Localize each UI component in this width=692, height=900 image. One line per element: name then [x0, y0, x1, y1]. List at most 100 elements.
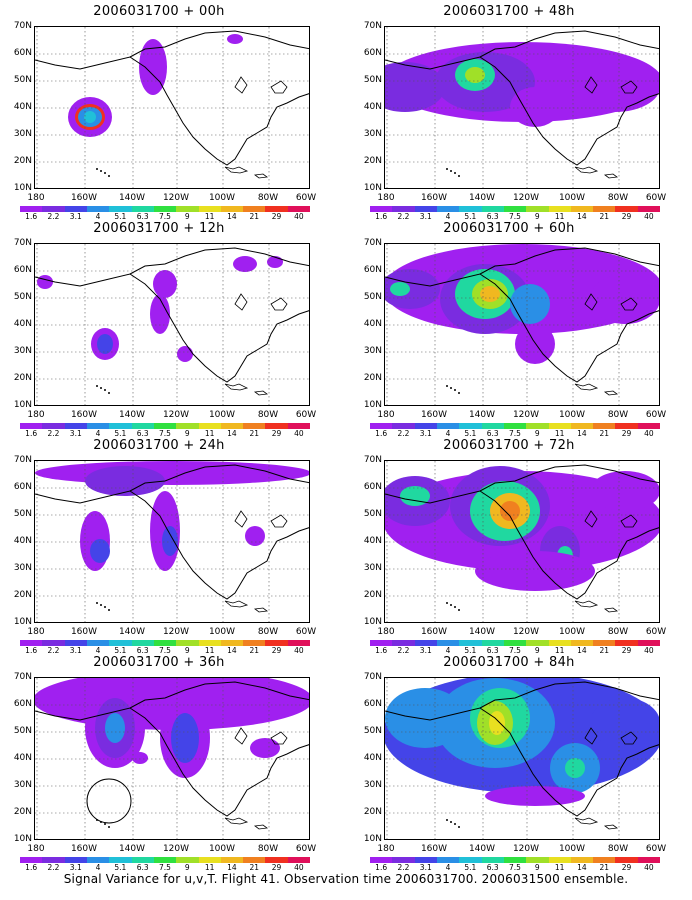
colorbar-swatch	[220, 423, 244, 429]
longitude-label: 180	[377, 627, 395, 637]
colorbar-label: 2.2	[47, 863, 60, 872]
latitude-label: 20N	[363, 373, 382, 383]
colorbar-label: 11	[204, 863, 215, 872]
latitude-label: 20N	[13, 590, 32, 600]
colorbar-swatch	[570, 206, 594, 212]
colorbar-label: 9	[534, 212, 540, 221]
colorbar-swatch	[414, 857, 437, 863]
colorbar-label: 5.1	[464, 863, 477, 872]
colorbar-label: 6.3	[486, 646, 499, 655]
latitude-label: 20N	[13, 373, 32, 383]
coastline	[129, 30, 309, 58]
latitude-label: 10N	[363, 834, 382, 844]
colorbar-label: 29	[621, 429, 632, 438]
latitude-label: 50N	[363, 726, 382, 736]
map-panel: 2006031700 + 12h 70N 60N 50N 40N 30N 20N 10N 180…	[0, 221, 318, 438]
latitude-label: 10N	[13, 400, 32, 410]
latitude-label: 30N	[13, 346, 32, 356]
latitude-label: 70N	[13, 672, 32, 682]
variance-contour	[267, 256, 283, 268]
longitude-label: 120W	[512, 844, 540, 854]
colorbar-swatch	[548, 857, 571, 863]
colorbar-swatch	[370, 857, 393, 863]
colorbar-label: 21	[599, 212, 609, 221]
colorbar-swatch	[287, 857, 311, 863]
colorbar-label: 3.1	[419, 863, 432, 872]
colorbar-label: 5.1	[464, 212, 477, 221]
longitude-label: 160W	[70, 627, 98, 637]
longitude-label: 180	[27, 627, 45, 637]
map-frame	[384, 460, 660, 623]
coastline-island	[224, 817, 249, 825]
colorbar-swatch	[109, 423, 132, 429]
variance-map	[385, 678, 659, 839]
coastline	[385, 56, 659, 166]
longitude-label: 160W	[420, 627, 448, 637]
latitude-label: 30N	[13, 780, 32, 790]
colorbar-swatch	[42, 857, 65, 863]
latitude-label: 50N	[13, 509, 32, 519]
colorbar-swatch	[131, 640, 154, 646]
coastline-island	[253, 390, 269, 396]
hawaii-island	[454, 606, 456, 608]
colorbar-swatch	[593, 206, 616, 212]
colorbar-label: 21	[249, 429, 259, 438]
colorbar-swatch	[64, 857, 87, 863]
variance-contour	[227, 34, 243, 44]
coastline-island	[603, 173, 619, 179]
colorbar-label: 21	[599, 646, 609, 655]
variance-contour	[590, 698, 659, 748]
longitude-label: 140W	[118, 193, 146, 203]
latitude-label: 40N	[13, 536, 32, 546]
colorbar-label: 40	[644, 863, 654, 872]
coastline-island	[620, 80, 638, 94]
colorbar-swatch	[109, 857, 132, 863]
colorbar-label: 1.6	[375, 646, 388, 655]
colorbar-label: 6.3	[136, 212, 149, 221]
panel-title: 2006031700 + 36h	[93, 655, 225, 670]
colorbar-label: 6.3	[136, 646, 149, 655]
colorbar-label: 14	[227, 646, 237, 655]
colorbar-label: 3.1	[419, 646, 432, 655]
variance-contour	[570, 62, 659, 112]
colorbar-label: 21	[249, 863, 259, 872]
colorbar-swatch	[265, 857, 288, 863]
latitude-label: 10N	[363, 617, 382, 627]
hawaii-island	[100, 387, 102, 389]
colorbar-label: 40	[294, 212, 304, 221]
hawaii-island	[458, 175, 460, 177]
colorbar	[20, 857, 311, 863]
variance-contour	[510, 284, 550, 324]
longitude-label: 100W	[208, 844, 236, 854]
colorbar-label: 7.5	[509, 429, 521, 438]
colorbar	[20, 423, 311, 429]
hawaii-island	[446, 168, 448, 170]
hawaii-island	[108, 609, 110, 611]
longitude-label: 120W	[162, 410, 190, 420]
colorbar-swatch	[526, 206, 549, 212]
longitude-label: 80W	[607, 410, 629, 420]
colorbar-swatch	[86, 423, 110, 429]
coastline-island	[253, 173, 269, 179]
latitude-label: 40N	[13, 753, 32, 763]
colorbar-swatch	[243, 423, 266, 429]
longitude-label: 80W	[257, 844, 279, 854]
latitude-label: 50N	[363, 292, 382, 302]
colorbar-label: 4	[95, 863, 101, 872]
variance-contour	[171, 713, 199, 763]
hawaii-island	[454, 389, 456, 391]
map-panel: 2006031700 + 72h 70N 60N 50N 40N 30N 20N 10N 180…	[350, 438, 668, 655]
colorbar-label: 21	[599, 863, 609, 872]
colorbar-label: 7.5	[509, 646, 521, 655]
colorbar-label: 5.1	[114, 429, 127, 438]
colorbar-swatch	[637, 640, 661, 646]
latitude-label: 20N	[363, 590, 382, 600]
colorbar-swatch	[153, 857, 177, 863]
colorbar-label: 5.1	[114, 863, 127, 872]
hawaii-island	[450, 604, 452, 606]
panel-title: 2006031700 + 72h	[443, 438, 575, 453]
hawaii-island	[446, 819, 448, 821]
colorbar-swatch	[198, 857, 221, 863]
variance-map	[35, 678, 309, 839]
latitude-label: 50N	[13, 75, 32, 85]
